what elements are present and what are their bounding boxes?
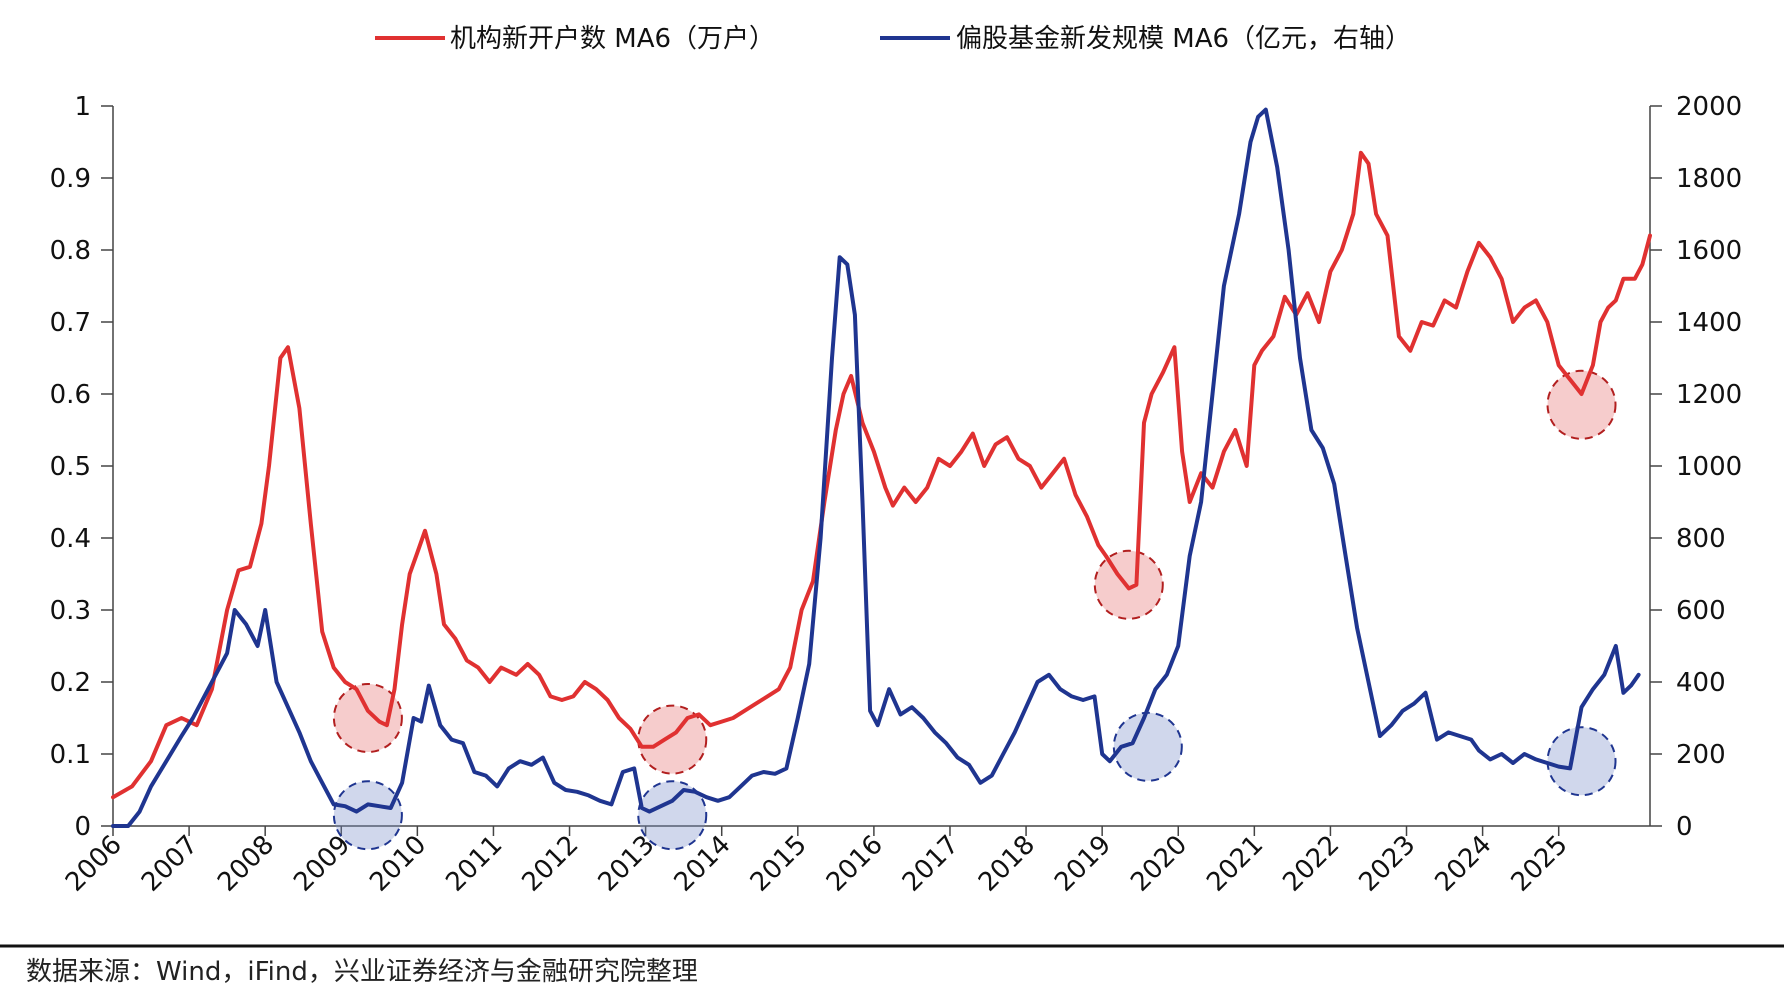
x-tick-label: 2020 <box>1125 830 1193 898</box>
left-tick-label: 0.9 <box>50 164 91 194</box>
highlight-circle-red <box>637 704 708 775</box>
right-y-ticks: 0 200 400 600 800 1000 1200 1400 1600 1800 2000 <box>1650 92 1742 842</box>
left-tick-label: 0.3 <box>50 596 91 626</box>
highlight-circle-red <box>1093 549 1164 620</box>
x-tick-label: 2011 <box>440 830 508 898</box>
highlight-circle-blue <box>1546 726 1617 797</box>
x-tick-label: 2007 <box>136 830 204 898</box>
right-tick-label: 400 <box>1676 668 1726 698</box>
highlight-circle-blue <box>637 780 708 851</box>
x-tick-label: 2008 <box>212 830 280 898</box>
left-y-ticks: 0 0.1 0.2 0.3 0.4 0.5 0.6 0.7 0.8 0.9 1 <box>50 92 113 842</box>
x-ticks: 2006 2007 2008 2009 2010 2011 2012 2013 2014 2015… <box>60 826 1574 898</box>
right-tick-label: 1000 <box>1676 452 1742 482</box>
x-tick-label: 2023 <box>1353 830 1421 898</box>
left-tick-label: 0.6 <box>50 380 91 410</box>
legend: 机构新开户数 MA6（万户） 偏股基金新发规模 MA6（亿元，右轴） <box>375 24 1411 54</box>
x-tick-label: 2017 <box>897 830 965 898</box>
left-tick-label: 0.5 <box>50 452 91 482</box>
right-tick-label: 600 <box>1676 596 1726 626</box>
x-tick-label: 2006 <box>60 830 128 898</box>
highlight-circle-blue <box>332 780 403 851</box>
x-tick-label: 2022 <box>1277 830 1345 898</box>
right-tick-label: 1600 <box>1676 236 1742 266</box>
series-line-account-openings <box>111 150 1652 800</box>
series-lines <box>111 107 1652 828</box>
left-tick-label: 0.7 <box>50 308 91 338</box>
x-tick-label: 2025 <box>1506 830 1574 898</box>
highlight-circle-red <box>332 683 403 753</box>
x-tick-label: 2012 <box>516 830 584 898</box>
right-tick-label: 1800 <box>1676 164 1742 194</box>
left-tick-label: 0 <box>74 812 91 842</box>
left-tick-label: 0.8 <box>50 236 91 266</box>
series-line-fund-issuance <box>111 107 1641 828</box>
right-tick-label: 1200 <box>1676 380 1742 410</box>
x-tick-label: 2015 <box>745 830 813 898</box>
legend-label-red: 机构新开户数 MA6（万户） <box>450 24 775 54</box>
left-tick-label: 1 <box>74 92 91 122</box>
x-tick-label: 2019 <box>1049 830 1117 898</box>
left-tick-label: 0.2 <box>50 668 91 698</box>
x-tick-label: 2024 <box>1430 830 1498 898</box>
source-note: 数据来源：Wind，iFind，兴业证券经济与金融研究院整理 <box>26 957 698 987</box>
x-tick-label: 2018 <box>973 830 1041 898</box>
right-tick-label: 0 <box>1676 812 1693 842</box>
right-tick-label: 2000 <box>1676 92 1742 122</box>
x-tick-label: 2021 <box>1201 830 1269 898</box>
right-tick-label: 800 <box>1676 524 1726 554</box>
legend-label-blue: 偏股基金新发规模 MA6（亿元，右轴） <box>956 24 1411 54</box>
left-tick-label: 0.1 <box>50 740 91 770</box>
right-tick-label: 1400 <box>1676 308 1742 338</box>
right-tick-label: 200 <box>1676 740 1726 770</box>
highlight-circle-red <box>1546 369 1617 440</box>
x-tick-label: 2016 <box>821 830 889 898</box>
left-tick-label: 0.4 <box>50 524 91 554</box>
